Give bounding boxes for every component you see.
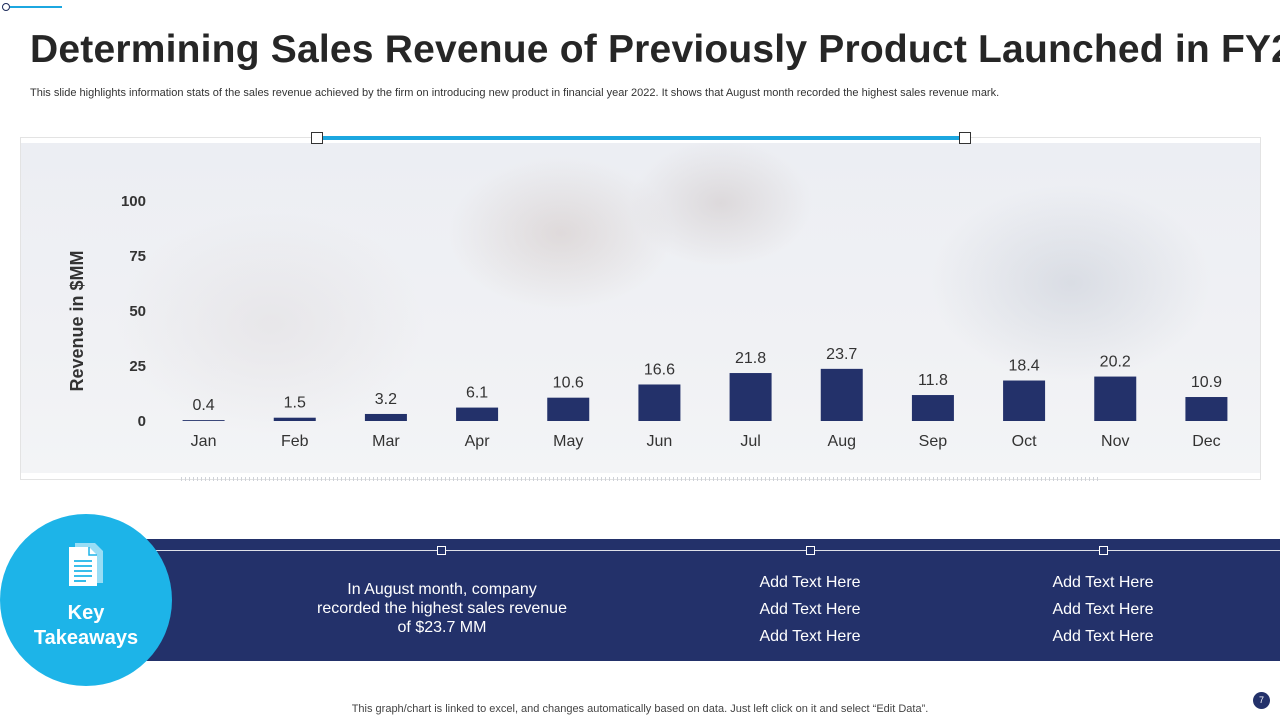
x-tick-label: Jan bbox=[191, 433, 217, 450]
page-subtitle: This slide highlights information stats … bbox=[30, 87, 1000, 99]
x-tick-label: Feb bbox=[281, 433, 309, 450]
circle-label-line: Key bbox=[67, 602, 105, 624]
accent-line bbox=[10, 6, 62, 8]
takeaways-band-line bbox=[140, 550, 1280, 551]
frame-handle-left[interactable] bbox=[311, 132, 323, 144]
page-title: Determining Sales Revenue of Previously … bbox=[30, 28, 1280, 71]
data-label: 21.8 bbox=[735, 350, 766, 367]
bar-jul bbox=[729, 373, 772, 421]
data-label: 3.2 bbox=[375, 391, 397, 408]
x-tick-label: Nov bbox=[1101, 433, 1129, 450]
data-label: 16.6 bbox=[644, 361, 675, 378]
frame-tick-strip bbox=[181, 477, 1101, 481]
revenue-bar-chart[interactable]: Revenue in $MM 0 25 50 75 100 0.4 Jan 1.5 Feb 3.2 M… bbox=[21, 138, 1260, 479]
chart-frame[interactable]: Revenue in $MM 0 25 50 75 100 0.4 Jan 1.5 Feb 3.2 M… bbox=[20, 132, 1261, 481]
data-label: 20.2 bbox=[1100, 354, 1131, 371]
frame-handle-right[interactable] bbox=[959, 132, 971, 144]
x-tick-label: Aug bbox=[828, 433, 856, 450]
bar-aug bbox=[820, 368, 863, 421]
bar-apr bbox=[456, 407, 499, 421]
bar-nov bbox=[1094, 376, 1137, 421]
frame-accent-bar bbox=[323, 136, 965, 140]
y-tick-label: 75 bbox=[129, 248, 146, 265]
takeaway-main-line: of $23.7 MM bbox=[397, 619, 487, 636]
x-tick-label: Apr bbox=[465, 433, 491, 450]
band-node bbox=[806, 546, 815, 555]
accent-dot bbox=[2, 3, 10, 11]
x-tick-label: Jun bbox=[647, 433, 673, 450]
takeaway-placeholder[interactable]: Add Text Here bbox=[759, 574, 861, 591]
takeaway-placeholder[interactable]: Add Text Here bbox=[759, 628, 861, 645]
data-label: 10.6 bbox=[553, 375, 584, 392]
bar-jun bbox=[638, 384, 681, 421]
data-label: 18.4 bbox=[1009, 358, 1040, 375]
y-tick-label: 100 bbox=[121, 193, 146, 210]
takeaway-placeholder[interactable]: Add Text Here bbox=[1052, 628, 1154, 645]
bar-mar bbox=[364, 413, 407, 421]
footer-note: This graph/chart is linked to excel, and… bbox=[351, 703, 929, 715]
data-label: 6.1 bbox=[466, 385, 488, 402]
x-tick-label: Mar bbox=[372, 433, 400, 450]
band-node bbox=[1099, 546, 1108, 555]
takeaways-band bbox=[140, 539, 1280, 661]
bar-jan bbox=[182, 420, 225, 421]
takeaway-placeholder[interactable]: Add Text Here bbox=[1052, 574, 1154, 591]
x-tick-label: Sep bbox=[919, 433, 948, 450]
key-takeaways-circle bbox=[0, 514, 172, 686]
y-axis-label: Revenue in $MM bbox=[67, 250, 87, 391]
takeaway-main-line: In August month, company bbox=[347, 581, 537, 598]
takeaway-placeholder[interactable]: Add Text Here bbox=[1052, 601, 1154, 618]
y-tick-label: 0 bbox=[138, 413, 146, 430]
bar-sep bbox=[911, 395, 954, 421]
band-node bbox=[437, 546, 446, 555]
x-tick-label: Oct bbox=[1012, 433, 1037, 450]
x-tick-label: Jul bbox=[740, 433, 760, 450]
top-accent-decoration bbox=[0, 0, 62, 14]
bar-oct bbox=[1003, 380, 1046, 421]
y-tick-label: 50 bbox=[129, 303, 146, 320]
takeaway-main-line: recorded the highest sales revenue bbox=[317, 600, 567, 617]
data-label: 10.9 bbox=[1191, 374, 1222, 391]
takeaway-main-text: In August month, company recorded the hi… bbox=[292, 580, 592, 637]
circle-label-line: Takeaways bbox=[33, 627, 139, 649]
takeaway-column-2: Add Text Here Add Text Here Add Text Her… bbox=[1003, 569, 1203, 650]
bar-dec bbox=[1185, 397, 1228, 421]
data-label: 11.8 bbox=[918, 372, 948, 389]
page-number-badge: 7 bbox=[1253, 692, 1270, 709]
bar-may bbox=[547, 397, 590, 421]
x-tick-label: Dec bbox=[1192, 433, 1220, 450]
data-label: 23.7 bbox=[826, 346, 857, 363]
y-tick-label: 25 bbox=[129, 358, 146, 375]
bar-feb bbox=[273, 417, 316, 421]
x-tick-label: May bbox=[553, 433, 583, 450]
key-takeaways-label: Key Takeaways bbox=[0, 601, 172, 651]
data-label: 0.4 bbox=[192, 397, 214, 414]
document-icon bbox=[69, 543, 103, 586]
takeaway-column-1: Add Text Here Add Text Here Add Text Her… bbox=[710, 569, 910, 650]
data-label: 1.5 bbox=[284, 395, 306, 412]
takeaway-placeholder[interactable]: Add Text Here bbox=[759, 601, 861, 618]
